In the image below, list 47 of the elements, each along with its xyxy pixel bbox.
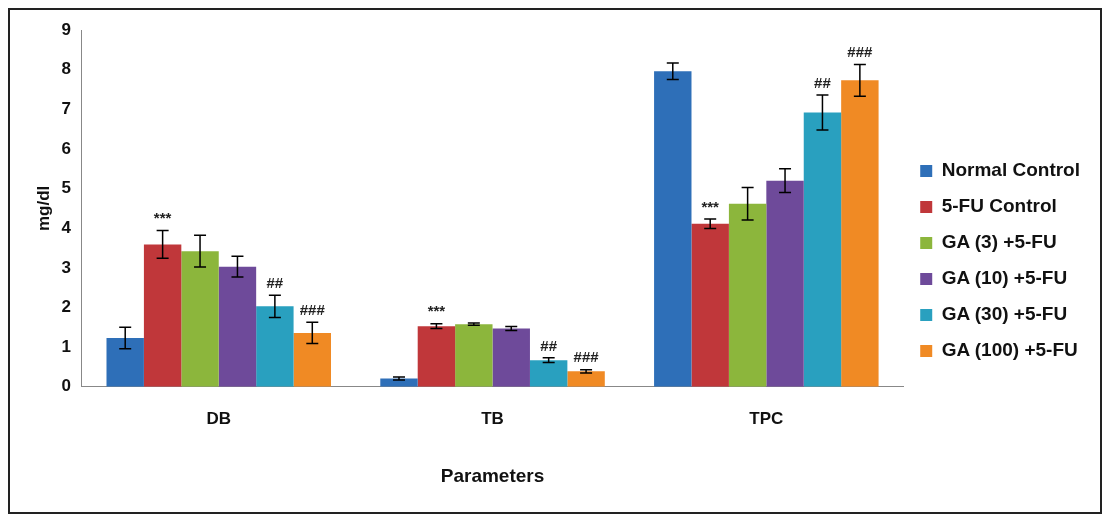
- data-label: ##: [814, 73, 832, 91]
- y-tick-label: 5: [61, 178, 71, 198]
- bar: [143, 244, 182, 387]
- data-label: ###: [299, 300, 326, 318]
- data-label: ###: [573, 348, 600, 366]
- bar: [293, 332, 331, 387]
- legend-label: GA (100) +5-FU: [941, 339, 1078, 361]
- bar: [417, 326, 456, 387]
- bar: [728, 203, 767, 387]
- bar: [841, 80, 879, 387]
- y-tick-label: 9: [61, 19, 71, 39]
- data-label: ##: [540, 336, 558, 354]
- y-axis-title: mg/dl: [33, 185, 53, 232]
- data-label: ##: [266, 273, 284, 291]
- data-label: ###: [847, 43, 874, 61]
- y-tick-label: 0: [61, 376, 71, 396]
- data-label: ***: [153, 209, 172, 227]
- y-tick-label: 7: [61, 98, 71, 118]
- x-tick-label: TPC: [749, 408, 784, 428]
- bar: [455, 324, 493, 387]
- bar: [529, 360, 568, 387]
- bar: [766, 180, 804, 387]
- bar: [654, 71, 692, 387]
- legend-label: GA (3) +5-FU: [941, 231, 1057, 253]
- bar: [492, 328, 530, 387]
- legend-label: GA (30) +5-FU: [941, 303, 1068, 325]
- x-tick-label: TB: [481, 408, 504, 428]
- legend-label: GA (10) +5-FU: [941, 267, 1068, 289]
- x-axis-title: Parameters: [440, 464, 545, 486]
- y-tick-label: 6: [61, 138, 71, 158]
- bar: [218, 266, 257, 387]
- legend-label: Normal Control: [941, 159, 1080, 181]
- data-label: ***: [427, 302, 446, 320]
- bar: [106, 338, 144, 387]
- legend-label: 5-FU Control: [941, 195, 1057, 217]
- bar: [567, 371, 605, 387]
- bar: [181, 251, 219, 387]
- y-tick-label: 8: [61, 59, 71, 79]
- bar: [256, 306, 294, 387]
- y-tick-label: 4: [61, 217, 72, 237]
- x-tick-label: DB: [206, 408, 232, 428]
- bar: [691, 223, 729, 387]
- y-tick-label: 1: [61, 336, 71, 356]
- bar: [803, 112, 842, 387]
- y-tick-label: 2: [61, 297, 71, 317]
- y-tick-label: 3: [61, 257, 71, 277]
- data-label: ***: [701, 197, 720, 215]
